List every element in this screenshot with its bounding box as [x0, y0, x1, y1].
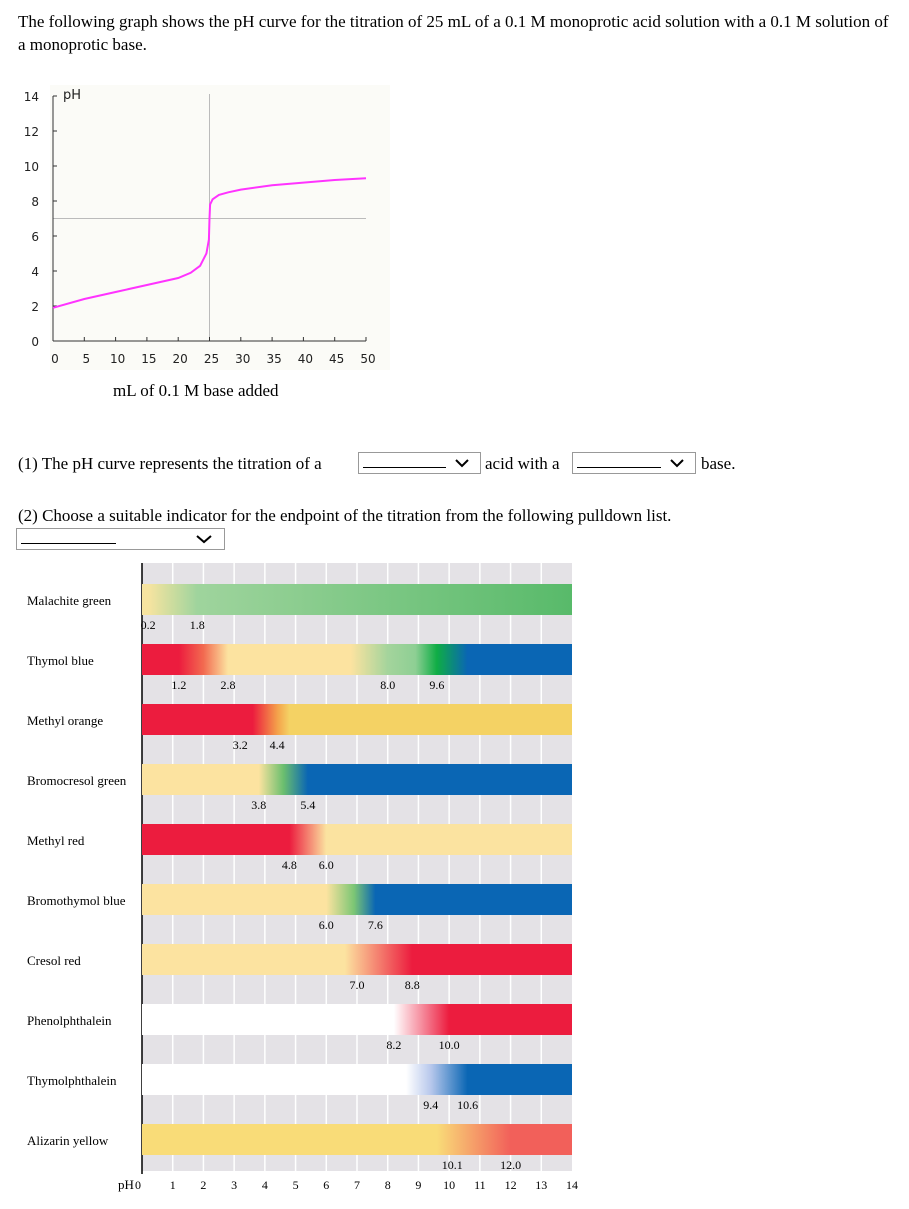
transition-range-label: 9.4: [423, 1098, 438, 1112]
transition-range-label: 6.0: [319, 918, 334, 932]
plot-background: [50, 85, 390, 370]
transition-range-label: 5.4: [300, 798, 315, 812]
indicator-name: Thymol blue: [27, 653, 94, 668]
indicator-name: Alizarin yellow: [27, 1133, 109, 1148]
y-tick-label: 8: [31, 195, 39, 209]
y-tick-label: 10: [24, 160, 39, 174]
part1-suffix: base.: [701, 454, 736, 473]
indicator-color-bar: [142, 1124, 572, 1155]
transition-range-label: 10.1: [442, 1158, 463, 1172]
ph-tick-label: 1: [170, 1178, 176, 1192]
ph-tick-label: 0: [135, 1178, 141, 1192]
transition-range-label: 8.8: [405, 978, 420, 992]
indicator-color-bar: [142, 944, 572, 975]
chevron-down-icon: [455, 459, 469, 468]
y-tick-label: 0: [31, 335, 39, 349]
x-tick-label: 5: [82, 352, 90, 366]
ph-tick-label: 3: [231, 1178, 237, 1192]
indicator-select[interactable]: [16, 528, 225, 550]
transition-range-label: 1.2: [171, 678, 186, 692]
x-tick-label: 45: [329, 352, 344, 366]
transition-range-label: 9.6: [429, 678, 444, 692]
ph-tick-label: 9: [415, 1178, 421, 1192]
transition-range-label: 4.4: [270, 738, 285, 752]
indicator-name: Phenolphthalein: [27, 1013, 112, 1028]
x-axis-label: mL of 0.1 M base added: [113, 381, 279, 400]
indicator-name: Malachite green: [27, 593, 112, 608]
ph-axis-label: pH: [118, 1177, 134, 1192]
y-tick-label: 4: [31, 265, 39, 279]
ph-curve-graph: 0 2 4 6 8 10 12 14 0 5 10 15 20 25 30 35 40 45 50 pH: [24, 85, 390, 370]
x-tick-label: 50: [360, 352, 375, 366]
y-tick-label: 14: [24, 90, 39, 104]
ph-tick-label: 10: [443, 1178, 455, 1192]
transition-range-label: 3.8: [251, 798, 266, 812]
y-axis-label: pH: [63, 88, 81, 103]
ph-tick-label: 13: [535, 1178, 547, 1192]
transition-range-label: 4.8: [282, 858, 297, 872]
transition-range-label: 0.2: [141, 618, 156, 632]
chevron-down-icon: [196, 535, 212, 544]
y-tick-label: 12: [24, 125, 39, 139]
transition-range-label: 10.0: [439, 1038, 460, 1052]
indicator-name: Methyl red: [27, 833, 85, 848]
indicator-name: Cresol red: [27, 953, 81, 968]
ph-tick-label: 14: [566, 1178, 578, 1192]
transition-range-label: 6.0: [319, 858, 334, 872]
ph-tick-label: 4: [262, 1178, 268, 1192]
x-tick-label: 35: [266, 352, 281, 366]
indicator-color-bar: [142, 884, 572, 915]
x-tick-label: 40: [298, 352, 313, 366]
ph-tick-label: 7: [354, 1178, 360, 1192]
indicator-color-bar: [142, 1064, 572, 1095]
indicator-name: Methyl orange: [27, 713, 103, 728]
indicator-color-bar: [142, 824, 572, 855]
part1-prefix: (1) The pH curve represents the titratio…: [18, 454, 322, 473]
x-tick-label: 30: [235, 352, 250, 366]
indicator-name: Bromocresol green: [27, 773, 127, 788]
transition-range-label: 12.0: [500, 1158, 521, 1172]
transition-range-label: 3.2: [233, 738, 248, 752]
transition-range-label: 8.2: [386, 1038, 401, 1052]
x-tick-label: 20: [173, 352, 188, 366]
indicator-color-bar: [142, 1004, 572, 1035]
indicator-name: Bromothymol blue: [27, 893, 126, 908]
ph-tick-label: 8: [385, 1178, 391, 1192]
indicator-color-bar: [142, 644, 572, 675]
question-intro: The following graph shows the pH curve f…: [18, 12, 889, 54]
transition-range-label: 1.8: [190, 618, 205, 632]
ph-tick-label: 5: [293, 1178, 299, 1192]
part1-mid: acid with a: [485, 454, 560, 473]
ph-tick-label: 2: [200, 1178, 206, 1192]
y-tick-label: 2: [31, 300, 39, 314]
base-type-select[interactable]: [572, 452, 696, 474]
x-tick-label: 25: [204, 352, 219, 366]
chevron-down-icon: [670, 459, 684, 468]
part2-text: (2) Choose a suitable indicator for the …: [18, 506, 672, 525]
transition-range-label: 8.0: [380, 678, 395, 692]
ph-tick-label: 6: [323, 1178, 329, 1192]
indicator-name: Thymolphthalein: [27, 1073, 117, 1088]
indicator-color-bar: [142, 764, 572, 795]
indicator-color-bar: [142, 584, 572, 615]
transition-range-label: 7.6: [368, 918, 383, 932]
acid-type-select[interactable]: [358, 452, 481, 474]
x-tick-label: 15: [141, 352, 156, 366]
x-tick-label: 10: [110, 352, 125, 366]
ph-curve-line: [52, 177, 367, 309]
transition-range-label: 10.6: [457, 1098, 478, 1112]
indicator-color-bar: [142, 704, 572, 735]
transition-range-label: 7.0: [350, 978, 365, 992]
y-tick-label: 6: [31, 230, 39, 244]
ph-tick-label: 12: [505, 1178, 517, 1192]
indicator-chart: Malachite green 0.2 1.8 Thymol blue 1.2 2.8 8.…: [27, 563, 578, 1192]
ph-tick-label: 11: [474, 1178, 486, 1192]
transition-range-label: 2.8: [221, 678, 236, 692]
x-tick-label: 0: [51, 352, 59, 366]
